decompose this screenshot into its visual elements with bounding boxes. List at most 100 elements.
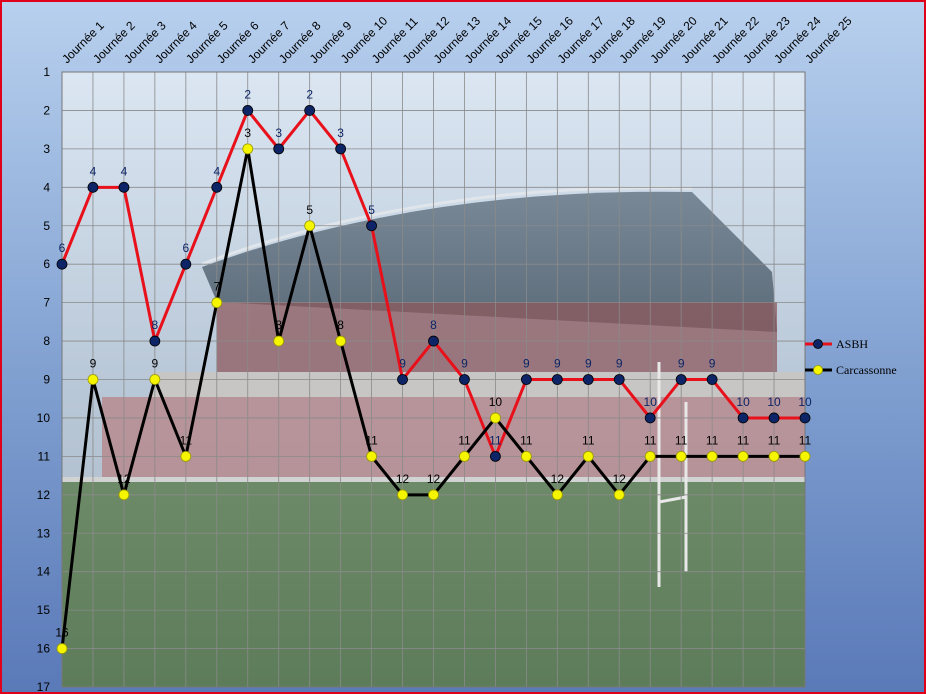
data-label: 12 <box>551 472 565 486</box>
data-label: 9 <box>585 357 592 371</box>
stand-wall <box>152 372 805 397</box>
data-label: 11 <box>737 433 750 447</box>
lower-stand <box>102 397 805 477</box>
data-label: 11 <box>582 433 595 447</box>
y-tick-label: 6 <box>43 257 50 271</box>
data-point <box>459 374 470 385</box>
data-point <box>799 450 811 462</box>
data-point <box>180 450 192 462</box>
legend: ASBH Carcassonne <box>805 337 897 377</box>
data-point <box>273 335 285 347</box>
data-point <box>644 412 656 424</box>
data-point <box>490 450 501 462</box>
data-point <box>180 258 192 270</box>
data-point <box>87 181 99 193</box>
data-label: 8 <box>430 318 437 332</box>
data-label: 9 <box>461 357 468 371</box>
data-label: 10 <box>767 395 781 409</box>
data-label: 12 <box>117 472 131 486</box>
data-point <box>366 450 377 462</box>
data-label: 12 <box>396 472 410 486</box>
y-tick-label: 11 <box>38 449 51 463</box>
y-tick-label: 9 <box>43 373 50 387</box>
data-point <box>644 450 656 462</box>
series-markers <box>56 105 811 654</box>
y-tick-label: 15 <box>37 603 51 617</box>
y-tick-label: 4 <box>43 180 50 194</box>
data-point <box>706 450 718 462</box>
data-point <box>397 374 408 385</box>
data-label: 11 <box>768 433 781 447</box>
data-label: 10 <box>489 395 503 409</box>
data-point <box>335 335 347 347</box>
data-point <box>768 412 780 424</box>
data-label: 11 <box>644 433 657 447</box>
data-point <box>118 489 130 501</box>
data-point <box>56 643 68 654</box>
data-point <box>551 374 563 385</box>
data-label: 16 <box>55 626 69 640</box>
data-point <box>799 412 811 424</box>
data-label: 11 <box>799 433 812 447</box>
data-label: 10 <box>736 395 750 409</box>
data-point <box>211 181 223 193</box>
data-label: 4 <box>121 164 128 178</box>
data-label: 11 <box>675 433 688 447</box>
data-label: 11 <box>489 433 502 447</box>
data-label: 3 <box>275 126 282 140</box>
data-label: 4 <box>213 164 220 178</box>
data-point <box>211 297 223 309</box>
data-label: 9 <box>709 357 716 371</box>
data-label: 2 <box>244 87 251 101</box>
y-tick-label: 8 <box>43 334 50 348</box>
y-tick-label: 1 <box>43 65 50 79</box>
y-tick-label: 5 <box>43 219 50 233</box>
data-point <box>428 489 439 501</box>
data-label: 5 <box>306 203 313 217</box>
data-labels: 6 4 4 8 6 4 2 3 2 3 5 9 8 9 11 9 9 9 9 10 9 9 10 10 10 16 9 12 9 11 7 3… <box>55 87 812 639</box>
data-label: 12 <box>427 472 441 486</box>
data-point <box>490 412 501 424</box>
data-point <box>335 143 347 155</box>
data-label: 11 <box>365 433 378 447</box>
data-label: 3 <box>244 126 251 140</box>
data-label: 9 <box>616 357 623 371</box>
data-point <box>366 220 377 232</box>
data-point <box>737 450 749 462</box>
data-label: 9 <box>90 357 97 371</box>
data-label: 8 <box>152 318 159 332</box>
y-tick-label: 2 <box>43 103 50 117</box>
y-tick-label: 12 <box>37 488 51 502</box>
upper-stand <box>217 302 777 372</box>
data-label: 7 <box>213 280 220 294</box>
data-point <box>304 105 316 116</box>
data-label: 9 <box>554 357 561 371</box>
data-point <box>582 450 594 462</box>
data-label: 9 <box>678 357 685 371</box>
y-tick-label: 10 <box>37 411 51 425</box>
data-label: 9 <box>399 357 406 371</box>
data-point <box>118 181 130 193</box>
data-point <box>149 374 161 385</box>
y-tick-label: 3 <box>43 142 50 156</box>
data-point <box>428 335 439 347</box>
legend-label: Carcassonne <box>836 363 897 377</box>
y-tick-label: 7 <box>43 296 50 310</box>
data-label: 6 <box>182 241 189 255</box>
data-point <box>768 450 780 462</box>
data-point <box>520 450 532 462</box>
data-point <box>582 374 594 385</box>
data-label: 5 <box>368 203 375 217</box>
data-label: 10 <box>798 395 812 409</box>
data-point <box>304 220 316 232</box>
data-label: 4 <box>90 164 97 178</box>
data-label: 2 <box>306 87 313 101</box>
data-label: 11 <box>706 433 719 447</box>
y-tick-label: 13 <box>37 526 51 540</box>
data-point <box>613 374 625 385</box>
data-label: 10 <box>644 395 658 409</box>
legend-marker <box>813 339 823 349</box>
